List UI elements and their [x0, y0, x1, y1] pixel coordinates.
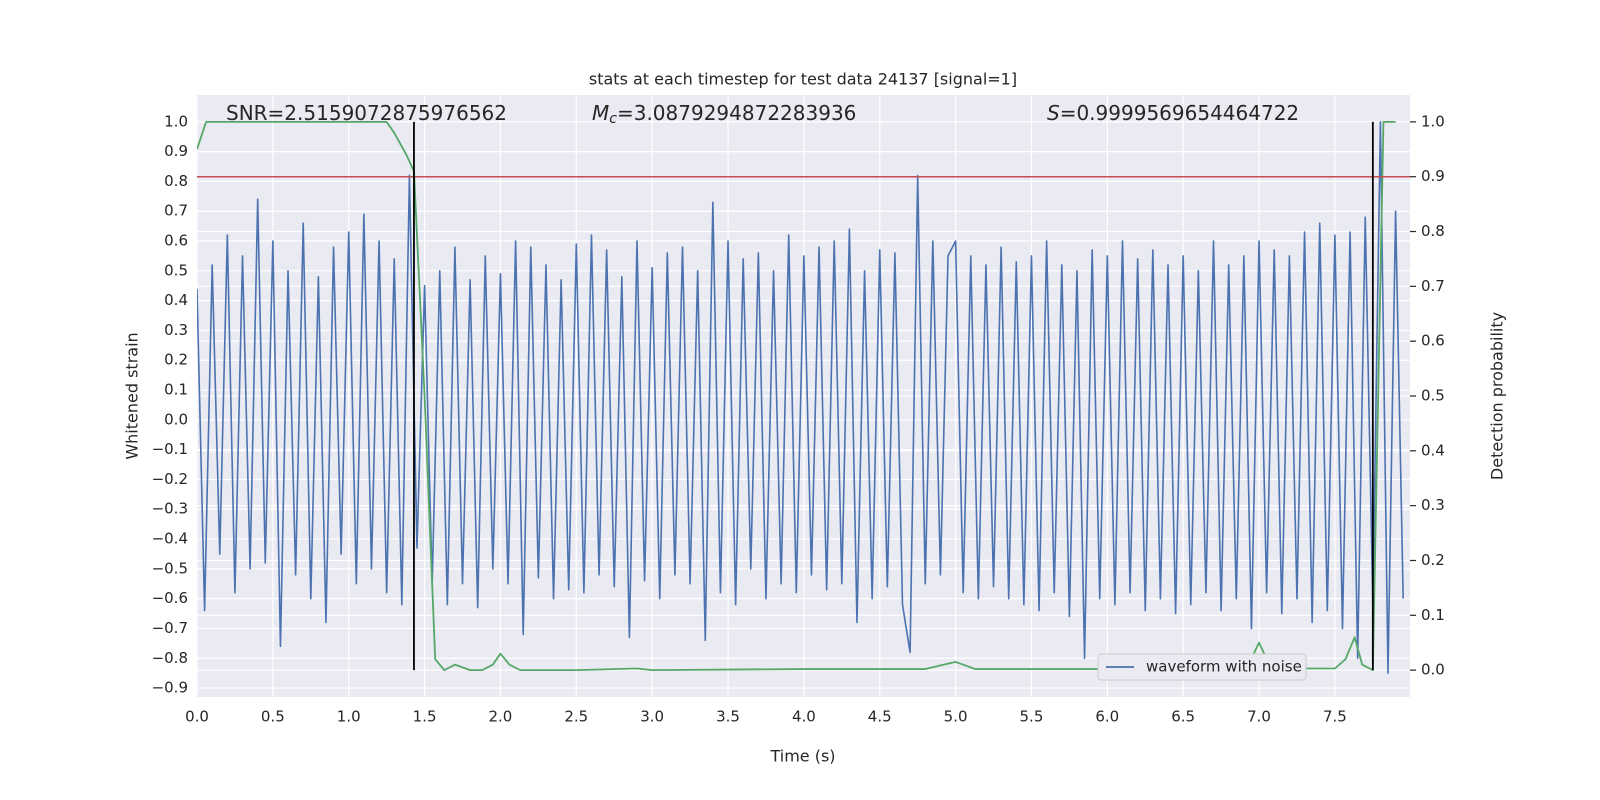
y2-tick-label: 0.1 [1421, 606, 1445, 624]
y2-tick-label: 0.0 [1421, 661, 1445, 679]
x-tick-label: 3.0 [640, 708, 664, 726]
y-tick-label: −0.1 [152, 440, 188, 458]
y2-axis-label: Detection probability [1488, 312, 1507, 480]
x-tick-label: 5.5 [1020, 708, 1044, 726]
series-line [197, 121, 1404, 674]
x-tick-label: 2.0 [489, 708, 513, 726]
annotation: Mc=3.0879294872283936 [592, 101, 856, 128]
annotation-text: =3.0879294872283936 [617, 101, 856, 125]
x-tick-label: 5.0 [944, 708, 968, 726]
grid [196, 95, 1410, 697]
annotation: SNR=2.5159072875976562 [226, 101, 507, 125]
y2-tick-label: 0.5 [1421, 387, 1445, 405]
x-tick-label: 1.5 [413, 708, 437, 726]
x-tick-label: 6.0 [1095, 708, 1119, 726]
legend: waveform with noise [1097, 653, 1307, 681]
annotation-text: =0.9999569654464722 [1060, 101, 1299, 125]
x-tick-label: 6.5 [1171, 708, 1195, 726]
y-tick-label: −0.5 [152, 559, 188, 577]
y2-tick-label: 0.4 [1421, 441, 1445, 459]
y2-tick-label: 0.8 [1421, 222, 1445, 240]
x-tick-label: 3.5 [716, 708, 740, 726]
annotation: S=0.9999569654464722 [1047, 101, 1299, 125]
y2-tick-label: 0.3 [1421, 496, 1445, 514]
y-tick-label: 0.2 [164, 351, 188, 369]
legend-box [1097, 653, 1307, 681]
y2-tick-label: 0.2 [1421, 551, 1445, 569]
annotation-text: SNR=2.5159072875976562 [226, 101, 507, 125]
y-tick-label: 0.0 [164, 410, 188, 428]
annotation-symbol: S [1047, 101, 1060, 125]
y-tick-label: −0.7 [152, 619, 188, 637]
legend-label: waveform with noise [1146, 658, 1302, 676]
y-tick-label: −0.2 [152, 470, 188, 488]
y-tick-label: 0.4 [164, 291, 188, 309]
x-tick-label: 0.0 [185, 708, 209, 726]
y-tick-label: −0.4 [152, 530, 188, 548]
annotation-subscript: c [609, 111, 617, 127]
y-tick-label: 1.0 [164, 112, 188, 130]
y-tick-label: 0.8 [164, 172, 188, 190]
y-tick-label: 0.5 [164, 261, 188, 279]
chart-title: stats at each timestep for test data 241… [589, 70, 1017, 89]
x-tick-label: 4.5 [868, 708, 892, 726]
y-tick-label: 0.7 [164, 202, 188, 220]
y2-tick-label: 1.0 [1421, 112, 1445, 130]
y-tick-label: −0.8 [152, 649, 188, 667]
x-axis-label: Time (s) [769, 747, 835, 766]
y-tick-label: 0.3 [164, 321, 188, 339]
x-tick-label: 1.0 [337, 708, 361, 726]
y2-tick-label: 0.6 [1421, 332, 1445, 350]
x-tick-label: 7.0 [1247, 708, 1271, 726]
y-tick-label: 0.9 [164, 142, 188, 160]
y-tick-label: 0.6 [164, 232, 188, 250]
x-tick-label: 7.5 [1323, 708, 1347, 726]
x-tick-label: 4.0 [792, 708, 816, 726]
annotation-symbol: M [592, 101, 609, 125]
y-tick-label: −0.3 [152, 500, 188, 518]
y2-tick-label: 0.7 [1421, 277, 1445, 295]
x-tick-label: 0.5 [261, 708, 285, 726]
y2-tick-label: 0.9 [1421, 167, 1445, 185]
x-tick-label: 2.5 [564, 708, 588, 726]
y-tick-label: 0.1 [164, 381, 188, 399]
y-axis-label: Whitened strain [123, 332, 142, 459]
y-tick-label: −0.6 [152, 589, 188, 607]
y-tick-label: −0.9 [152, 679, 188, 697]
